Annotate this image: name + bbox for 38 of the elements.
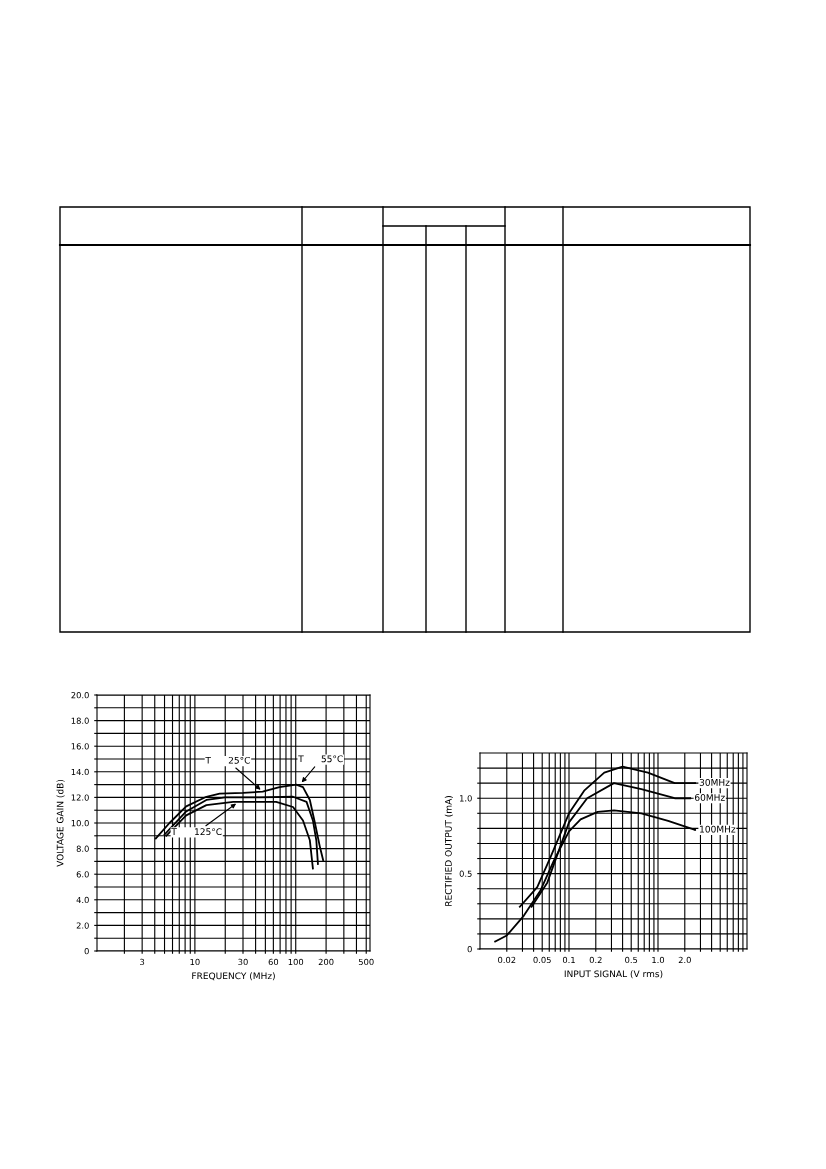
y-axis-title: VOLTAGE GAIN (dB)	[56, 779, 65, 867]
x-tick-label: 0.5	[625, 956, 638, 964]
y-tick-label: 0.5	[459, 870, 472, 877]
x-tick-label: 10	[190, 958, 200, 966]
y-tick-label: 0	[467, 945, 472, 953]
y-tick-label: 10.0	[71, 819, 89, 827]
y-tick-label: 4.0	[76, 896, 89, 904]
y-tick-label: 0	[84, 947, 89, 955]
y-tick-label: 6.0	[76, 871, 89, 878]
x-tick-label: 30	[238, 958, 248, 966]
x-tick-label: 0.2	[589, 956, 602, 964]
x-tick-label: 2.0	[678, 956, 691, 964]
y-tick-label: 12.0	[71, 794, 89, 801]
annotation: T 25°C	[205, 756, 250, 764]
x-axis-title: INPUT SIGNAL (V rms)	[564, 970, 663, 979]
y-axis-title: RECTIFIED OUTPUT (mA)	[444, 796, 453, 906]
y-tick-label: 20.0	[71, 691, 89, 699]
y-tick-label: 16.0	[71, 743, 89, 750]
x-tick-label: 500	[358, 958, 374, 966]
y-tick-label: 14.0	[71, 768, 89, 776]
y-tick-label: 18.0	[71, 717, 89, 724]
annotation: 60MHz	[694, 794, 725, 801]
y-tick-label: 8.0	[76, 845, 89, 852]
x-tick-label: 60	[268, 958, 279, 966]
x-tick-label: 0.02	[498, 956, 516, 964]
x-tick-label: 3	[140, 958, 145, 966]
x-tick-label: 0.1	[562, 956, 575, 964]
annotation: T 55°C	[298, 755, 343, 763]
x-tick-label: 200	[318, 958, 334, 966]
x-tick-label: 100	[288, 958, 304, 966]
x-axis-title: FREQUENCY (MHz)	[192, 972, 275, 981]
x-tick-label: 0.05	[533, 956, 551, 964]
y-tick-label: 2.0	[76, 922, 89, 929]
annotation: 30MHz	[699, 778, 730, 786]
y-tick-label: 1.0	[460, 795, 472, 802]
annotation: T 125°C	[171, 828, 222, 836]
x-tick-label: 1.0	[652, 956, 665, 964]
annotation: 100MHz	[700, 825, 736, 833]
